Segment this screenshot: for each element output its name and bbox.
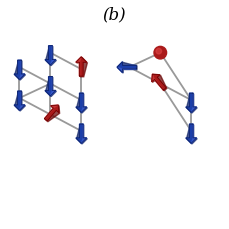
Polygon shape	[76, 57, 81, 76]
Polygon shape	[45, 46, 56, 65]
Polygon shape	[117, 67, 136, 72]
Polygon shape	[15, 61, 25, 80]
Polygon shape	[191, 124, 196, 143]
Polygon shape	[152, 74, 166, 90]
Polygon shape	[76, 124, 87, 143]
Polygon shape	[187, 94, 197, 113]
Polygon shape	[45, 105, 59, 121]
Polygon shape	[46, 77, 56, 97]
Text: (b): (b)	[103, 7, 126, 24]
Polygon shape	[14, 91, 25, 110]
Polygon shape	[45, 77, 56, 96]
Polygon shape	[81, 93, 87, 112]
Polygon shape	[187, 125, 197, 144]
Polygon shape	[50, 77, 56, 96]
Polygon shape	[14, 60, 25, 79]
Polygon shape	[77, 57, 87, 77]
Polygon shape	[76, 93, 87, 112]
Polygon shape	[186, 124, 196, 143]
Polygon shape	[76, 57, 87, 76]
Polygon shape	[46, 46, 56, 66]
Circle shape	[156, 48, 161, 54]
Polygon shape	[81, 124, 87, 143]
Polygon shape	[50, 46, 56, 65]
Polygon shape	[77, 125, 87, 144]
Polygon shape	[19, 60, 25, 79]
Polygon shape	[118, 63, 137, 73]
Polygon shape	[152, 74, 164, 90]
Circle shape	[154, 46, 166, 59]
Polygon shape	[77, 94, 87, 113]
Polygon shape	[191, 93, 196, 112]
Polygon shape	[15, 92, 25, 111]
Polygon shape	[117, 62, 136, 72]
Polygon shape	[153, 75, 167, 91]
Polygon shape	[44, 105, 58, 119]
Polygon shape	[186, 93, 196, 112]
Polygon shape	[19, 91, 25, 110]
Polygon shape	[45, 106, 60, 122]
